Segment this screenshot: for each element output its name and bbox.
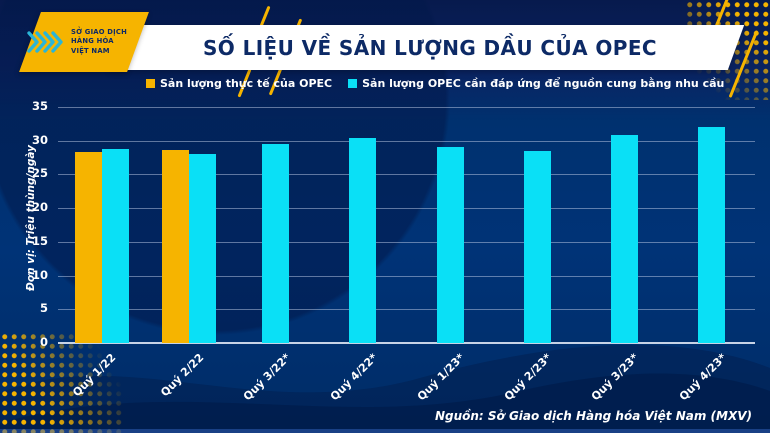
y-tick-label-20: 20 — [31, 200, 48, 215]
y-tick-label-5: 5 — [39, 301, 48, 316]
logo-line-1: SỞ GIAO DỊCH — [71, 28, 127, 37]
legend-item-required: Sản lượng OPEC cần đáp ứng để nguồn cung… — [348, 77, 724, 90]
y-tick-label-30: 30 — [31, 132, 48, 147]
gridline-25 — [58, 174, 755, 176]
x-tick-label-2: Quý 2/22 — [157, 351, 206, 400]
bar-qu-2-22-s1[interactable] — [188, 154, 216, 343]
legend-swatch-actual — [146, 79, 155, 88]
bar-qu-4-23-[interactable] — [697, 126, 725, 343]
gridline-15 — [58, 241, 755, 243]
bar-qu-1-23-[interactable] — [436, 147, 464, 343]
gridline-10 — [58, 275, 755, 277]
x-axis-line — [58, 342, 755, 344]
x-tick-label-6: Quý 2/23* — [502, 351, 555, 404]
x-tick-label-5: Quý 1/23* — [414, 351, 468, 404]
y-tick-label-35: 35 — [31, 99, 48, 113]
plot-area — [58, 107, 755, 344]
logo-line-3: VIỆT NAM — [71, 46, 110, 55]
bottom-strip-decoration — [0, 429, 770, 433]
legend-label-required: Sản lượng OPEC cần đáp ứng để nguồn cung… — [362, 77, 725, 90]
source-credit: Nguồn: Sở Giao dịch Hàng hóa Việt Nam (M… — [434, 409, 752, 423]
legend-swatch-required — [348, 79, 358, 88]
y-tick-label-10: 10 — [31, 267, 48, 282]
x-tick-label-3: Quý 3/22* — [240, 351, 294, 404]
gridline-20 — [58, 208, 755, 210]
logo-line-2: HÀNG HÓA — [71, 37, 114, 46]
page-title: SỐ LIỆU VỀ SẢN LƯỢNG DẦU CỦA OPEC — [203, 35, 657, 60]
bar-qu-1-22-s0[interactable] — [74, 151, 102, 343]
bar-qu-4-22-[interactable] — [349, 138, 377, 343]
legend-item-actual: Sản lượng thực tế của OPEC — [146, 77, 332, 90]
legend-label-actual: Sản lượng thực tế của OPEC — [160, 77, 333, 90]
gridline-5 — [58, 309, 755, 311]
gridline-30 — [58, 140, 755, 142]
x-tick-label-7: Quý 3/23* — [589, 351, 642, 404]
x-tick-label-8: Quý 4/23* — [676, 351, 729, 404]
x-tick-label-1: Quý 1/22 — [70, 351, 119, 400]
x-tick-label-4: Quý 4/22* — [327, 351, 381, 404]
mxv-logo-text: SỞ GIAO DỊCH HÀNG HÓA VIỆT NAM — [71, 28, 127, 56]
mxv-logo-content: SỞ GIAO DỊCH HÀNG HÓA VIỆT NAM — [26, 14, 142, 70]
bar-qu-3-23-[interactable] — [610, 134, 638, 343]
y-tick-label-0: 0 — [39, 335, 48, 349]
y-tick-label-15: 15 — [31, 233, 48, 248]
chart-legend: Sản lượng thực tế của OPEC Sản lượng OPE… — [146, 77, 724, 90]
bar-qu-1-22-s1[interactable] — [101, 149, 129, 343]
bar-qu-2-22-s0[interactable] — [161, 150, 189, 343]
mxv-chevrons-icon — [27, 31, 63, 53]
bar-qu-3-22-[interactable] — [262, 144, 290, 343]
gridline-35 — [58, 107, 755, 108]
bar-qu-2-23-[interactable] — [523, 150, 551, 343]
y-tick-label-25: 25 — [31, 166, 48, 181]
